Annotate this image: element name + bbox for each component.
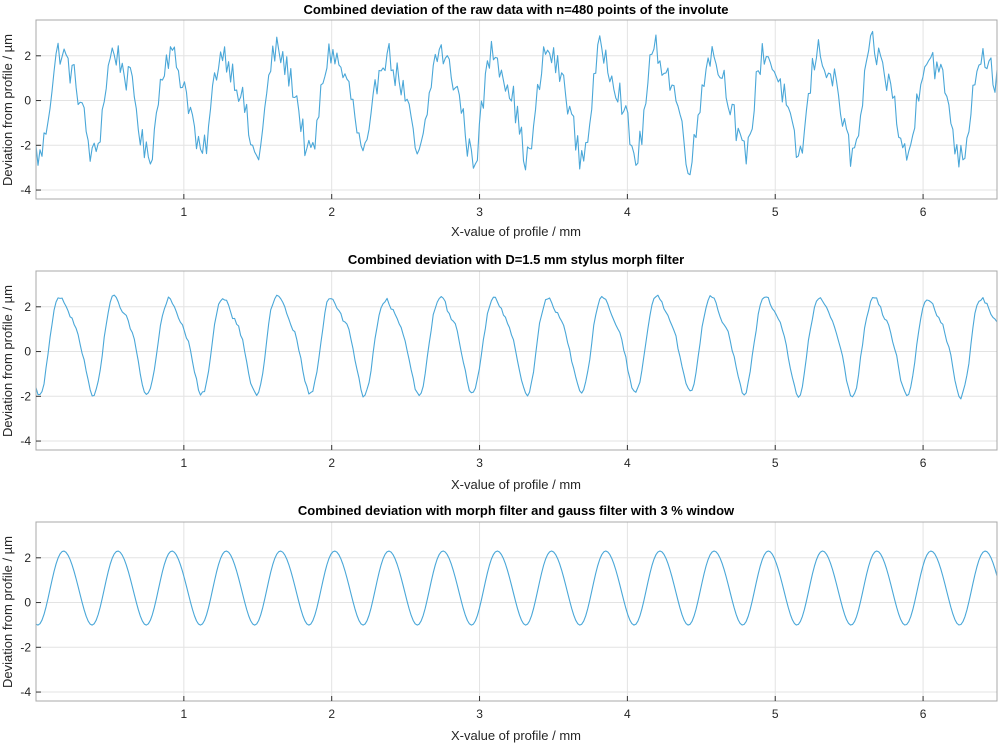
- panel-1: Combined deviation of the raw data with …: [0, 2, 998, 239]
- panel-3-axes-frame: [35, 521, 998, 702]
- panel-2-x-tick-label: 4: [624, 456, 631, 470]
- panel-2-y-tick-label: 2: [24, 300, 31, 314]
- panel-2-y-tick-label: -4: [20, 434, 31, 448]
- panel-2-x-tick-label: 1: [181, 456, 188, 470]
- panel-2-axes-frame: [35, 270, 998, 451]
- panel-1-ylabel: Deviation from profile / µm: [0, 34, 15, 186]
- panel-3-title: Combined deviation with morph filter and…: [298, 503, 735, 518]
- panel-1-x-tick-label: 6: [920, 205, 927, 219]
- panel-2-x-tick-label: 2: [328, 456, 335, 470]
- panel-2-y-tick-label: 0: [24, 345, 31, 359]
- panel-2: Combined deviation with D=1.5 mm stylus …: [0, 252, 998, 492]
- panel-3-ylabel: Deviation from profile / µm: [0, 536, 15, 688]
- panel-1-grid: [36, 20, 997, 199]
- panel-1-axes-frame: [35, 19, 998, 200]
- panel-1-y-tick-label: -2: [20, 138, 31, 152]
- panel-1-y-ticks: -4 -2 0 2: [20, 49, 41, 197]
- panel-1-x-tick-label: 5: [772, 205, 779, 219]
- panel-1-x-tick-label: 4: [624, 205, 631, 219]
- panel-1-x-ticks: 1 2 3 4 5 6: [181, 194, 927, 219]
- panel-2-x-ticks: 1 2 3 4 5 6: [181, 445, 927, 470]
- panel-3: Combined deviation with morph filter and…: [0, 503, 998, 743]
- panel-2-x-tick-label: 3: [476, 456, 483, 470]
- panel-3-y-tick-label: 0: [24, 596, 31, 610]
- panel-2-series-line: [35, 294, 998, 400]
- panel-1-y-tick-label: 0: [24, 94, 31, 108]
- panel-1-x-tick-label: 2: [328, 205, 335, 219]
- panel-2-grid: [36, 271, 997, 450]
- panel-2-x-tick-label: 6: [920, 456, 927, 470]
- panel-2-y-ticks: -4 -2 0 2: [20, 300, 41, 448]
- panel-3-x-tick-label: 2: [328, 707, 335, 721]
- panel-3-y-tick-label: -4: [20, 685, 31, 699]
- panel-3-x-ticks: 1 2 3 4 5 6: [181, 696, 927, 721]
- panel-3-y-ticks: -4 -2 0 2: [20, 551, 41, 699]
- panel-2-xlabel: X-value of profile / mm: [451, 477, 581, 492]
- panel-2-x-tick-label: 5: [772, 456, 779, 470]
- panel-3-x-tick-label: 6: [920, 707, 927, 721]
- panel-1-y-tick-label: -4: [20, 183, 31, 197]
- panel-2-y-tick-label: -2: [20, 389, 31, 403]
- panel-3-grid: [36, 522, 997, 701]
- panel-3-xlabel: X-value of profile / mm: [451, 728, 581, 743]
- panel-1-series-line: [35, 30, 998, 176]
- panel-1-x-tick-label: 1: [181, 205, 188, 219]
- panel-1-x-tick-label: 3: [476, 205, 483, 219]
- panel-1-title: Combined deviation of the raw data with …: [303, 2, 728, 17]
- panel-1-y-tick-label: 2: [24, 49, 31, 63]
- panel-1-xlabel: X-value of profile / mm: [451, 224, 581, 239]
- panel-3-x-tick-label: 5: [772, 707, 779, 721]
- panel-3-y-tick-label: -2: [20, 640, 31, 654]
- panel-3-y-tick-label: 2: [24, 551, 31, 565]
- panel-2-title: Combined deviation with D=1.5 mm stylus …: [348, 252, 684, 267]
- panel-3-x-tick-label: 4: [624, 707, 631, 721]
- panel-3-series-line: [35, 550, 998, 626]
- panel-3-x-tick-label: 1: [181, 707, 188, 721]
- panel-2-ylabel: Deviation from profile / µm: [0, 285, 15, 437]
- panel-3-x-tick-label: 3: [476, 707, 483, 721]
